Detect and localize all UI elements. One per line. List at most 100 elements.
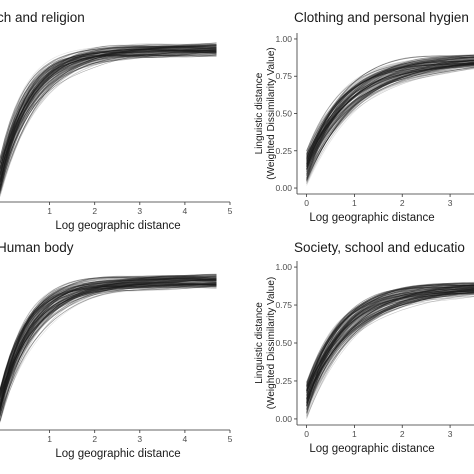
curve-line (306, 66, 474, 156)
curve-line (0, 43, 217, 192)
curve-line (0, 283, 217, 409)
curve-line (306, 289, 474, 391)
curve-line (306, 287, 474, 405)
curve-line (0, 46, 217, 164)
curve-line (306, 290, 474, 396)
curve-line (0, 49, 217, 184)
curve-line (0, 45, 217, 180)
curve-line (306, 284, 474, 396)
y-tick-label: 0.00 (275, 414, 292, 424)
panel-title: Clothing and personal hygien (294, 10, 469, 25)
curve-line (0, 277, 217, 417)
y-tick-label: 0.00 (275, 183, 292, 193)
curve-line (0, 276, 217, 421)
curve-line (0, 46, 217, 183)
curve-line (306, 56, 474, 175)
curve-line (0, 278, 217, 413)
curve-line (0, 280, 217, 413)
curve-line (306, 288, 474, 397)
curve-line (0, 275, 217, 402)
curve-line (306, 284, 474, 391)
curve-line (306, 286, 474, 389)
x-tick-label: 3 (448, 429, 453, 439)
curve-line (306, 289, 474, 407)
curve-line (0, 50, 217, 183)
y-tick-label: 0.75 (275, 71, 292, 81)
curve-line (0, 45, 217, 184)
curve-line (0, 50, 217, 186)
curve-line (0, 45, 217, 187)
curve-line (0, 48, 217, 164)
curve-line (306, 284, 474, 396)
curve-line (0, 279, 217, 417)
curve-line (0, 281, 217, 399)
curve-line (306, 290, 474, 393)
curve-line (306, 290, 474, 400)
curve-line (0, 45, 217, 188)
curve-line (306, 55, 474, 157)
curve-line (0, 53, 217, 171)
curve-line (0, 51, 217, 165)
curve-line (0, 276, 217, 408)
curve-line (306, 56, 474, 152)
y-tick-label: 0.50 (275, 338, 292, 348)
curve-bundle (0, 273, 217, 423)
curve-line (0, 281, 217, 393)
curve-line (306, 61, 474, 152)
curve-line (306, 57, 474, 173)
curve-line (306, 60, 474, 166)
curve-line (306, 290, 474, 407)
curve-line (306, 288, 474, 411)
curve-line (0, 53, 217, 165)
curve-line (0, 281, 217, 417)
curve-line (306, 291, 474, 397)
curve-line (0, 42, 217, 178)
curve-line (306, 288, 474, 407)
curve-line (306, 61, 474, 162)
curve-line (306, 289, 474, 386)
curve-line (0, 281, 217, 391)
curve-line (0, 281, 217, 412)
curve-bundle (0, 42, 217, 197)
curve-line (306, 284, 474, 413)
curve-line (306, 57, 474, 179)
curve-line (0, 284, 217, 400)
curve-line (306, 291, 474, 391)
curve-line (306, 54, 474, 171)
panel-top-right: Clothing and personal hygien 0 1 2 3 Log geog… (254, 10, 474, 224)
curve-line (0, 276, 217, 408)
curve-line (306, 287, 474, 393)
curve-line (306, 289, 474, 392)
curve-line (306, 288, 474, 387)
curve-line (0, 44, 217, 194)
curve-line (306, 289, 474, 395)
curve-line (0, 284, 217, 400)
curve-line (306, 55, 474, 169)
curve-line (306, 60, 474, 159)
curve-line (306, 61, 474, 162)
curve-line (306, 62, 474, 164)
curve-line (306, 67, 474, 178)
curve-line (0, 49, 217, 163)
curve-line (306, 290, 474, 416)
curve-line (306, 287, 474, 414)
curve-line (0, 274, 217, 405)
curve-line (0, 283, 217, 405)
curve-line (0, 275, 217, 417)
curve-line (0, 48, 217, 185)
curve-line (0, 51, 217, 183)
x-axis-label: Log geographic distance (55, 448, 180, 460)
curve-line (0, 283, 217, 398)
curve-line (0, 274, 217, 410)
curve-line (306, 285, 474, 392)
curve-line (306, 282, 474, 403)
curve-line (306, 68, 474, 174)
curve-line (306, 57, 474, 158)
curve-line (306, 57, 474, 156)
curve-bundle (306, 53, 474, 186)
curve-line (306, 62, 474, 166)
curve-line (306, 53, 474, 164)
curve-line (306, 290, 474, 408)
curve-line (306, 60, 474, 166)
curve-line (306, 284, 474, 401)
